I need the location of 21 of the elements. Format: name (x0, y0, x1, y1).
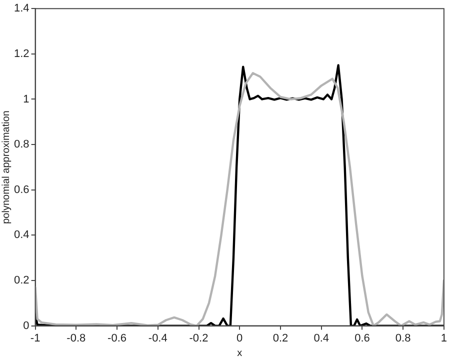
x-tick-label: 0.4 (314, 332, 329, 344)
x-tick-label: -0.2 (189, 332, 208, 344)
x-tick-label: 0.2 (272, 332, 288, 344)
y-tick-label: 0 (23, 320, 30, 332)
x-tick-label: 0.6 (354, 332, 370, 344)
y-tick-label: 0.4 (14, 229, 30, 242)
y-tick-label: 0.6 (14, 184, 30, 196)
y-tick-label: 0.2 (14, 274, 30, 287)
x-tick-label: -0.8 (66, 332, 86, 344)
x-tick-label: -0.4 (148, 332, 168, 344)
x-tick-label: -1 (30, 332, 40, 344)
x-tick-label: 0.8 (395, 332, 411, 344)
y-tick-label: 0.8 (14, 138, 30, 151)
y-tick-label: 1.2 (14, 48, 30, 60)
x-tick-label: -0.6 (108, 332, 127, 344)
x-tick-label: 1 (440, 332, 448, 344)
x-axis-title: x (237, 348, 242, 359)
y-tick-label: 1.4 (14, 2, 30, 15)
y-tick-label: 1 (23, 93, 30, 106)
y-axis-title: polynomial approximation (0, 110, 12, 224)
x-tick-label: 0 (236, 332, 243, 344)
